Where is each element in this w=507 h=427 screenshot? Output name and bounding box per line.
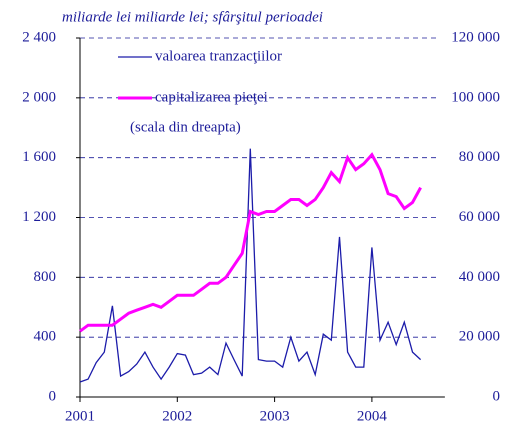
y-tick-label: 400 bbox=[34, 329, 57, 345]
legend-label: capitalizarea pieţei bbox=[155, 89, 268, 105]
y2-tick-label: 60 000 bbox=[459, 209, 500, 225]
y-tick-label: 800 bbox=[34, 269, 57, 285]
y-tick-label: 1 600 bbox=[22, 149, 56, 165]
y2-tick-label: 120 000 bbox=[451, 29, 500, 45]
y2-tick-label: 0 bbox=[493, 388, 501, 404]
x-tick-label: 2001 bbox=[65, 408, 95, 424]
series-line bbox=[79, 148, 422, 383]
x-tick-label: 2003 bbox=[260, 408, 290, 424]
y2-tick-label: 20 000 bbox=[459, 329, 500, 345]
y-tick-label: 1 200 bbox=[22, 209, 56, 225]
series-line bbox=[79, 152, 422, 333]
legend-label: valoarea tranzacţiilor bbox=[155, 48, 282, 64]
y-tick-label: 2 000 bbox=[22, 89, 56, 105]
legend-note: (scala din dreapta) bbox=[130, 119, 241, 135]
x-tick-label: 2002 bbox=[162, 408, 192, 424]
chart-title: miliarde lei miliarde lei; sfârşitul per… bbox=[62, 9, 323, 25]
y2-tick-label: 100 000 bbox=[451, 89, 500, 105]
y2-tick-label: 80 000 bbox=[459, 149, 500, 165]
y-tick-label: 2 400 bbox=[22, 29, 56, 45]
y-tick-label: 0 bbox=[49, 388, 57, 404]
y2-tick-label: 40 000 bbox=[459, 269, 500, 285]
x-tick-label: 2004 bbox=[357, 408, 388, 424]
